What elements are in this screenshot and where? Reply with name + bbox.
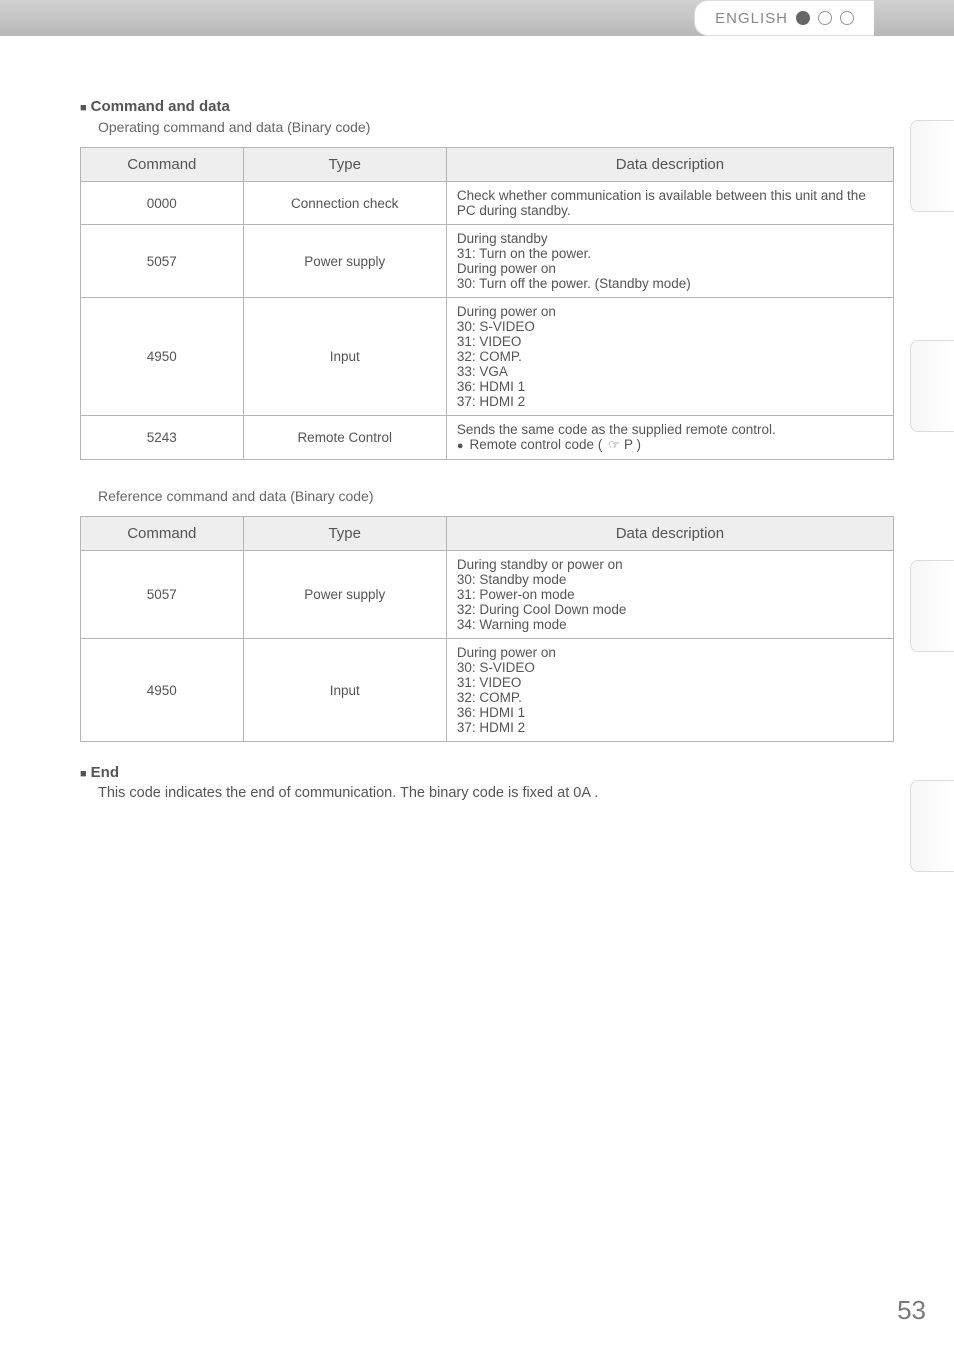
table-row: 0000 Connection check Check whether comm… xyxy=(81,182,894,225)
col-header-command: Command xyxy=(81,517,244,551)
desc-line2-prefix: Remote control code ( xyxy=(470,437,603,452)
content-area: ■ Command and data Operating command and … xyxy=(0,36,954,821)
language-dot xyxy=(840,11,854,25)
cell-command: 5057 xyxy=(81,551,244,639)
operating-command-table: Command Type Data description 0000 Conne… xyxy=(80,147,894,460)
cell-command: 5243 xyxy=(81,416,244,460)
language-dot-active xyxy=(796,11,810,25)
table-header-row: Command Type Data description xyxy=(81,148,894,182)
reference-hand-icon: ☞ xyxy=(608,437,620,452)
cell-type: Power supply xyxy=(243,551,446,639)
desc-line2-suffix: P ) xyxy=(624,437,641,452)
cell-command: 0000 xyxy=(81,182,244,225)
table-header-row: Command Type Data description xyxy=(81,517,894,551)
desc-line1: Sends the same code as the supplied remo… xyxy=(457,422,776,437)
language-indicator: ENGLISH xyxy=(694,0,874,36)
col-header-desc: Data description xyxy=(446,517,893,551)
section-subtitle: Reference command and data (Binary code) xyxy=(98,488,894,504)
col-header-type: Type xyxy=(243,517,446,551)
end-description: This code indicates the end of communica… xyxy=(98,785,894,801)
cell-type: Power supply xyxy=(243,225,446,298)
col-header-type: Type xyxy=(243,148,446,182)
cell-desc: During power on 30: S-VIDEO 31: VIDEO 32… xyxy=(446,298,893,416)
section-subtitle: Operating command and data (Binary code) xyxy=(98,119,894,135)
cell-type: Remote Control xyxy=(243,416,446,460)
cell-type: Input xyxy=(243,639,446,742)
cell-desc: Sends the same code as the supplied remo… xyxy=(446,416,893,460)
cell-type: Input xyxy=(243,298,446,416)
table-row: 5243 Remote Control Sends the same code … xyxy=(81,416,894,460)
cell-command: 5057 xyxy=(81,225,244,298)
page: ENGLISH ■ Command and data Operating comm… xyxy=(0,0,954,1350)
section-title-text: Command and data xyxy=(91,98,230,115)
language-dot xyxy=(818,11,832,25)
col-header-command: Command xyxy=(81,148,244,182)
cell-desc: During standby 31: Turn on the power. Du… xyxy=(446,225,893,298)
cell-command: 4950 xyxy=(81,639,244,742)
language-label: ENGLISH xyxy=(715,10,788,27)
section-title-text: End xyxy=(91,764,119,781)
square-bullet-icon: ■ xyxy=(80,768,87,780)
section-title-command-data: ■ Command and data xyxy=(80,98,894,115)
col-header-desc: Data description xyxy=(446,148,893,182)
cell-type: Connection check xyxy=(243,182,446,225)
page-number: 53 xyxy=(897,1295,926,1326)
header-bar: ENGLISH xyxy=(0,0,954,36)
table-row: 5057 Power supply During standby or powe… xyxy=(81,551,894,639)
reference-command-table: Command Type Data description 5057 Power… xyxy=(80,516,894,742)
table-row: 4950 Input During power on 30: S-VIDEO 3… xyxy=(81,298,894,416)
cell-desc: During standby or power on 30: Standby m… xyxy=(446,551,893,639)
cell-desc: Check whether communication is available… xyxy=(446,182,893,225)
cell-desc: During power on 30: S-VIDEO 31: VIDEO 32… xyxy=(446,639,893,742)
cell-command: 4950 xyxy=(81,298,244,416)
bullet-icon: ● xyxy=(457,440,464,452)
section-title-end: ■ End xyxy=(80,764,894,781)
table-row: 5057 Power supply During standby 31: Tur… xyxy=(81,225,894,298)
square-bullet-icon: ■ xyxy=(80,102,87,114)
table-row: 4950 Input During power on 30: S-VIDEO 3… xyxy=(81,639,894,742)
